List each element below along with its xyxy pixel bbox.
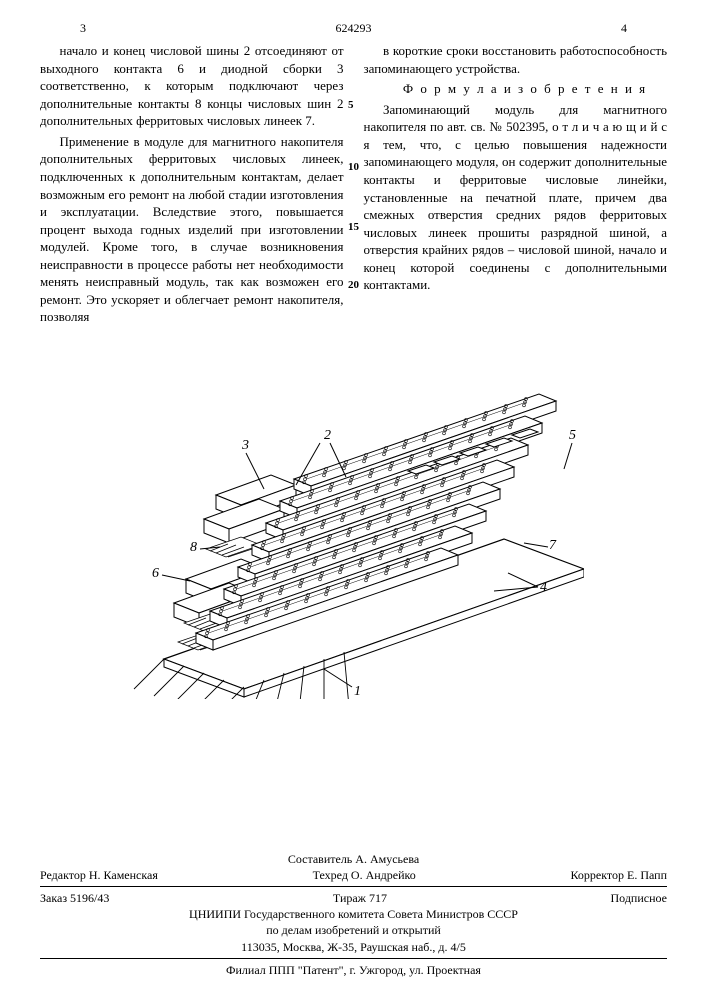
marker-15: 15 [348, 220, 359, 235]
marker-10: 10 [348, 160, 359, 175]
editor: Редактор Н. Каменская [40, 867, 158, 883]
label-7: 7 [549, 538, 557, 553]
order: Заказ 5196/43 [40, 890, 109, 906]
label-6: 6 [152, 566, 159, 581]
page-num-left: 3 [40, 20, 262, 36]
marker-20: 20 [348, 278, 359, 293]
org1: ЦНИИПИ Государственного комитета Совета … [40, 906, 667, 922]
compiler: Составитель А. Амусьева [40, 851, 667, 867]
footer: Составитель А. Амусьева Редактор Н. Каме… [40, 851, 667, 978]
column-left: начало и конец числовой шины 2 отсоеди­н… [40, 42, 344, 329]
corrector: Корректор Е. Папп [571, 867, 668, 883]
figure: 3 2 5 8 6 7 4 1 [124, 359, 584, 699]
column-right: в короткие сроки восстановить работоспо­… [364, 42, 668, 329]
label-2: 2 [324, 428, 331, 443]
doc-number: 624293 [262, 20, 444, 36]
tirazh: Тираж 717 [333, 890, 387, 906]
formula-title: Ф о р м у л а и з о б р е т е н и я [364, 80, 668, 98]
label-1: 1 [354, 684, 361, 699]
label-3: 3 [241, 438, 249, 453]
label-4: 4 [540, 580, 547, 595]
label-5: 5 [569, 428, 576, 443]
left-para-1: начало и конец числовой шины 2 отсоеди­н… [40, 42, 344, 130]
sign: Подписное [611, 890, 668, 906]
page-header: 3 624293 4 [40, 20, 667, 36]
right-para-1: в короткие сроки восстановить работоспо­… [364, 42, 668, 77]
right-para-2: Запоминающий модуль для магнитного накоп… [364, 101, 668, 294]
left-para-2: Применение в модуле для магнитного накоп… [40, 133, 344, 326]
addr1: 113035, Москва, Ж-35, Раушская наб., д. … [40, 939, 667, 955]
org2: по делам изобретений и открытий [40, 922, 667, 938]
techred: Техред О. Андрейко [313, 867, 416, 883]
page-num-right: 4 [445, 20, 667, 36]
marker-5: 5 [348, 98, 354, 113]
label-8: 8 [190, 540, 197, 555]
addr2: Филиал ППП "Патент", г. Ужгород, ул. Про… [40, 962, 667, 978]
